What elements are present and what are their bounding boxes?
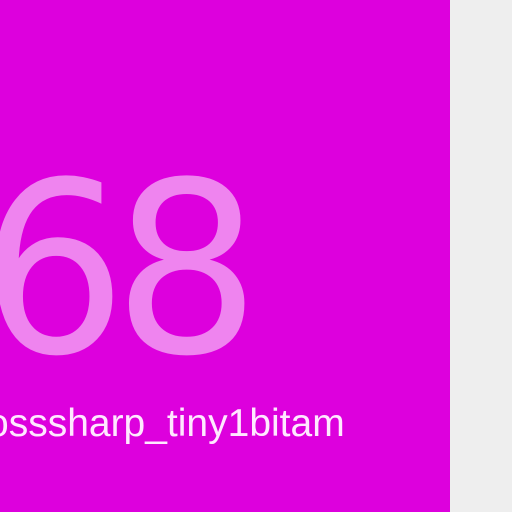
app-tile[interactable]: 68 osssharp_tiny1bitam xyxy=(0,0,450,512)
right-panel xyxy=(450,0,512,512)
tile-label: osssharp_tiny1bitam xyxy=(0,402,345,445)
tile-number: 68 xyxy=(0,132,260,409)
